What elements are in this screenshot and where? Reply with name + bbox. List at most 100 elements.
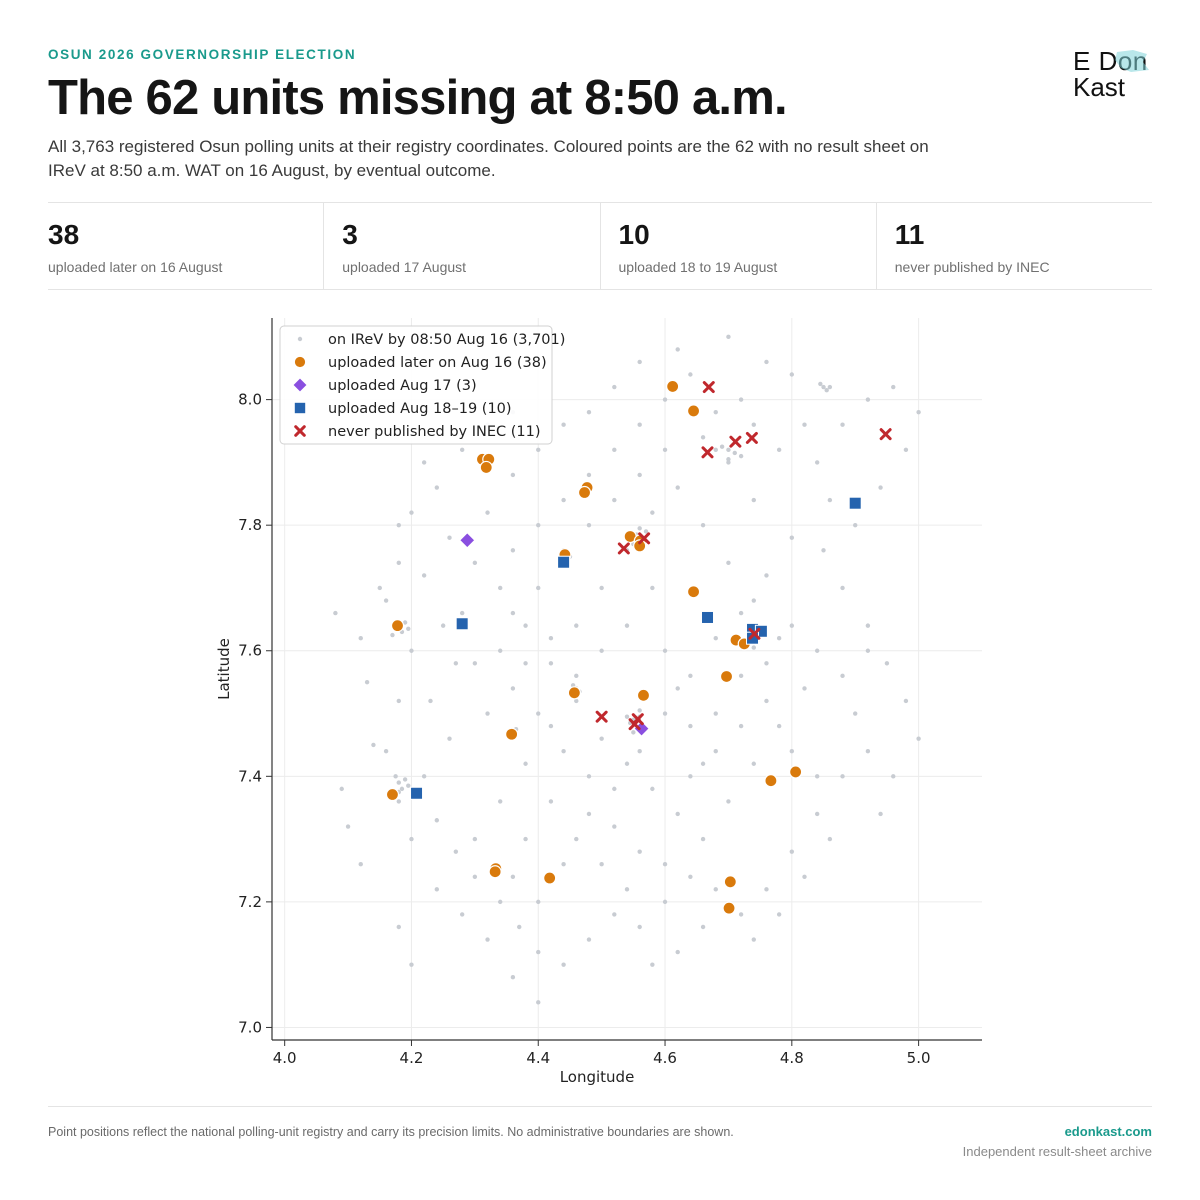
x-tick-label: 4.6 bbox=[653, 1049, 677, 1067]
background-unit-point bbox=[536, 522, 541, 528]
missing-unit-point-square bbox=[701, 610, 715, 624]
background-unit-point bbox=[878, 811, 883, 817]
legend-label: uploaded Aug 17 (3) bbox=[328, 378, 477, 394]
missing-unit-point-circle bbox=[488, 865, 502, 879]
logo-accent-icon bbox=[1115, 50, 1149, 72]
background-unit-point bbox=[612, 824, 617, 829]
background-unit-point bbox=[884, 661, 890, 666]
kicker: OSUN 2026 GOVERNORSHIP ELECTION bbox=[48, 47, 357, 62]
background-unit-point bbox=[434, 818, 440, 823]
background-unit-point bbox=[472, 661, 478, 666]
missing-unit-point-circle bbox=[722, 901, 736, 915]
background-unit-point bbox=[561, 422, 566, 427]
background-unit-point bbox=[612, 786, 617, 792]
background-unit-point bbox=[738, 397, 744, 402]
x-tick-label: 4.8 bbox=[780, 1049, 804, 1067]
background-unit-point bbox=[339, 786, 344, 792]
background-unit-point bbox=[523, 761, 528, 766]
background-unit-point bbox=[738, 610, 744, 616]
missing-unit-point-square bbox=[455, 617, 469, 631]
background-unit-point bbox=[751, 598, 756, 603]
legend-marker bbox=[293, 355, 307, 369]
background-unit-point bbox=[561, 749, 566, 754]
background-unit-point bbox=[624, 714, 630, 719]
missing-unit-point-circle bbox=[666, 379, 680, 394]
background-unit-point bbox=[726, 460, 731, 465]
background-unit-point bbox=[510, 874, 516, 879]
background-unit-point bbox=[612, 912, 617, 917]
background-unit-point bbox=[700, 522, 706, 528]
site-link[interactable]: edonkast.com bbox=[1064, 1124, 1152, 1139]
background-unit-point bbox=[536, 585, 541, 591]
background-unit-point bbox=[586, 774, 592, 779]
background-unit-point bbox=[523, 623, 528, 628]
background-unit-point bbox=[517, 924, 522, 930]
background-unit-point bbox=[396, 780, 401, 785]
missing-unit-point-x bbox=[702, 381, 715, 394]
background-unit-point bbox=[637, 849, 642, 854]
background-unit-point bbox=[453, 661, 459, 666]
stat-value: 38 bbox=[48, 219, 80, 250]
background-unit-point bbox=[764, 698, 769, 704]
background-unit-point bbox=[523, 836, 528, 842]
background-unit-point bbox=[447, 535, 452, 540]
background-unit-point bbox=[650, 510, 655, 515]
background-unit-point bbox=[891, 384, 896, 390]
missing-unit-point-circle bbox=[479, 460, 493, 475]
background-unit-point bbox=[824, 388, 829, 393]
background-unit-point bbox=[453, 849, 459, 854]
background-unit-point bbox=[498, 899, 503, 905]
background-unit-point bbox=[574, 673, 579, 679]
x-tick-label: 5.0 bbox=[907, 1049, 931, 1067]
background-unit-point bbox=[751, 761, 756, 766]
background-unit-point bbox=[447, 736, 452, 741]
stat-label: uploaded 17 August bbox=[342, 259, 467, 275]
brand-logo[interactable]: E Don Kast bbox=[1073, 48, 1163, 100]
background-unit-point bbox=[574, 623, 579, 628]
missing-unit-point-circle bbox=[723, 875, 737, 889]
background-unit-point bbox=[459, 447, 465, 453]
background-unit-point bbox=[637, 708, 642, 713]
missing-unit-point-circle bbox=[633, 539, 647, 553]
stat-value: 3 bbox=[342, 219, 358, 250]
background-unit-point bbox=[865, 397, 871, 402]
background-unit-point bbox=[675, 949, 680, 955]
background-unit-point bbox=[574, 698, 579, 704]
background-unit-point bbox=[738, 912, 744, 917]
background-unit-point bbox=[599, 648, 604, 653]
legend-marker bbox=[293, 401, 307, 415]
background-unit-point bbox=[364, 679, 370, 685]
legend-label: never published by INEC (11) bbox=[328, 424, 541, 440]
background-unit-point bbox=[459, 912, 465, 917]
background-unit-point bbox=[776, 723, 782, 729]
background-unit-point bbox=[498, 648, 503, 653]
background-unit-point bbox=[510, 686, 516, 691]
missing-unit-point-circle bbox=[543, 871, 557, 885]
background-unit-point bbox=[586, 409, 592, 415]
background-unit-point bbox=[510, 610, 516, 616]
background-unit-point bbox=[396, 799, 401, 804]
background-unit-point bbox=[662, 711, 668, 716]
chart-legend: on IReV by 08:50 Aug 16 (3,701) uploaded … bbox=[279, 325, 565, 445]
y-tick-label: 7.0 bbox=[238, 1018, 262, 1036]
scatter-map: 4.0 4.2 4.4 4.6 4.8 5.0 7.0 7.2 7.4 7.6 7.8 8.0 Long… bbox=[215, 318, 982, 1086]
background-unit-point bbox=[700, 836, 706, 842]
stat-uploaded-17: 3 uploaded 17 August bbox=[323, 203, 599, 289]
background-unit-point bbox=[631, 730, 636, 735]
background-unit-point bbox=[377, 585, 382, 591]
background-unit-point bbox=[675, 686, 680, 691]
missing-unit-point-circle bbox=[385, 787, 400, 802]
background-unit-point bbox=[510, 975, 516, 980]
background-unit-point bbox=[688, 673, 693, 679]
background-unit-point bbox=[650, 585, 655, 591]
background-unit-point bbox=[536, 447, 541, 453]
background-unit-point bbox=[390, 632, 395, 638]
stat-value: 10 bbox=[618, 219, 650, 250]
background-unit-point bbox=[637, 749, 642, 754]
missing-unit-point-x bbox=[638, 532, 651, 545]
background-unit-point bbox=[764, 661, 769, 666]
background-unit-point bbox=[751, 497, 756, 503]
background-unit-point bbox=[434, 887, 440, 892]
background-unit-point bbox=[789, 749, 795, 754]
background-unit-point bbox=[485, 510, 490, 515]
